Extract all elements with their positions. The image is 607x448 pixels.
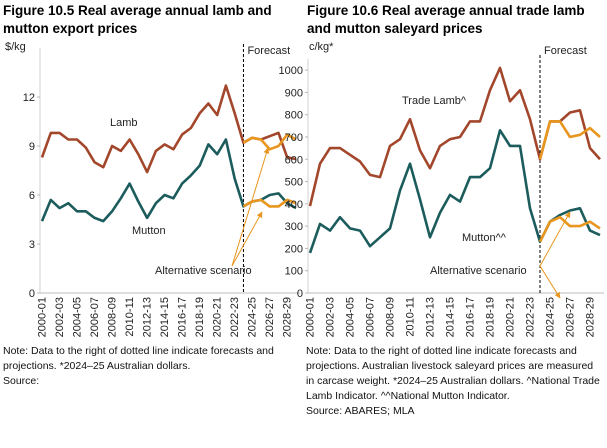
annotation: Alternative scenario xyxy=(155,265,252,277)
note-source: Source: xyxy=(3,375,40,387)
x-tick-label: 2022-23 xyxy=(229,297,241,337)
y-axis-label: $/kg xyxy=(5,41,26,53)
x-tick-label: 2016-17 xyxy=(177,297,189,337)
annotation-arrow xyxy=(539,265,561,299)
x-tick-label: 2008-09 xyxy=(107,297,119,337)
forecast-label: Forecast xyxy=(247,45,290,57)
y-axis-label: c/kg* xyxy=(309,41,334,53)
note-source: Source: ABARES; MLA xyxy=(306,405,415,417)
y-tick-label: 3 xyxy=(29,239,35,251)
x-tick-label: 2016-17 xyxy=(465,297,477,337)
x-tick-label: 2022-23 xyxy=(525,297,537,337)
x-tick-label: 2010-11 xyxy=(405,297,417,337)
x-tick-label: 2014-15 xyxy=(445,297,457,337)
note-text: Note: Data to the right of dotted line i… xyxy=(306,345,600,402)
annotation-arrow xyxy=(539,211,571,267)
annotation: Alternative scenario xyxy=(430,265,527,277)
chart-title: Figure 10.5 Real average annual lamb and xyxy=(3,3,272,18)
series-label: Trade Lamb^ xyxy=(402,95,467,107)
x-tick-label: 2026-27 xyxy=(264,297,276,337)
series-line xyxy=(308,129,601,254)
x-tick-label: 2020-21 xyxy=(505,297,517,337)
x-tick-label: 2006-07 xyxy=(365,297,377,337)
y-tick-label: 200 xyxy=(285,243,303,255)
x-tick-label: 2002-03 xyxy=(325,297,337,337)
x-tick-label: 2024-25 xyxy=(545,297,557,337)
x-tick-label: 2012-13 xyxy=(142,297,154,337)
x-tick-label: 2024-25 xyxy=(247,297,259,337)
x-tick-label: 2002-03 xyxy=(54,297,66,337)
y-tick-label: 600 xyxy=(285,154,303,166)
chart-title: Figure 10.6 Real average annual trade la… xyxy=(307,3,585,18)
y-tick-label: 6 xyxy=(29,190,35,202)
note-right: Note: Data to the right of dotted line i… xyxy=(306,344,604,419)
x-tick-label: 2014-15 xyxy=(159,297,171,337)
x-tick-label: 2020-21 xyxy=(212,297,224,337)
series-line xyxy=(40,84,297,174)
series-line xyxy=(308,66,601,207)
series-line xyxy=(538,120,601,160)
x-tick-label: 2010-11 xyxy=(124,297,136,337)
y-tick-label: 700 xyxy=(285,132,303,144)
y-tick-label: 800 xyxy=(285,110,303,122)
series-line xyxy=(538,215,601,243)
y-tick-label: 100 xyxy=(285,266,303,278)
x-tick-label: 2006-07 xyxy=(89,297,101,337)
chart-title: and mutton saleyard prices xyxy=(307,21,483,36)
x-tick-label: 2018-19 xyxy=(194,297,206,337)
annotation-arrow xyxy=(231,211,263,267)
y-tick-label: 0 xyxy=(297,288,303,300)
y-tick-label: 400 xyxy=(285,199,303,211)
series-label: Mutton^^ xyxy=(462,232,507,244)
y-tick-label: 300 xyxy=(285,221,303,233)
series-label: Lamb xyxy=(110,117,138,129)
x-tick-label: 2018-19 xyxy=(485,297,497,337)
x-tick-label: 2028-29 xyxy=(282,297,294,337)
x-tick-label: 2004-05 xyxy=(345,297,357,337)
annotation-arrow xyxy=(231,147,270,267)
x-tick-label: 2026-27 xyxy=(565,297,577,337)
x-tick-label: 2028-29 xyxy=(585,297,597,337)
x-tick-label: 2000-01 xyxy=(305,297,317,337)
x-tick-label: 2004-05 xyxy=(72,297,84,337)
series-label: Mutton xyxy=(132,225,166,237)
chart-title: mutton export prices xyxy=(3,21,137,36)
note-left: Note: Data to the right of dotted line i… xyxy=(3,344,301,389)
note-text: Note: Data to the right of dotted line i… xyxy=(3,345,274,372)
charts: Figure 10.5 Real average annual lamb and… xyxy=(3,3,604,337)
y-tick-label: 1000 xyxy=(279,65,303,77)
y-tick-label: 900 xyxy=(285,87,303,99)
y-tick-label: 500 xyxy=(285,177,303,189)
x-tick-label: 2008-09 xyxy=(385,297,397,337)
x-tick-label: 2012-13 xyxy=(425,297,437,337)
series-line xyxy=(242,133,297,151)
y-tick-label: 12 xyxy=(23,92,35,104)
y-tick-label: 9 xyxy=(29,141,35,153)
x-tick-label: 2000-01 xyxy=(37,297,49,337)
y-tick-label: 0 xyxy=(29,288,35,300)
forecast-label: Forecast xyxy=(544,45,587,57)
